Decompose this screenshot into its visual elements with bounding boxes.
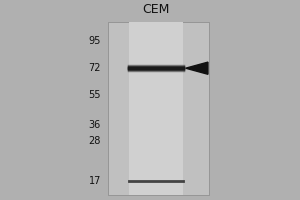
Bar — [129, 22, 183, 195]
Bar — [108, 22, 209, 195]
Text: 28: 28 — [88, 136, 101, 146]
Text: 36: 36 — [89, 120, 101, 130]
Polygon shape — [186, 62, 208, 74]
Text: 55: 55 — [88, 90, 101, 100]
Text: 72: 72 — [88, 63, 101, 73]
Text: 17: 17 — [88, 176, 101, 186]
Text: 95: 95 — [88, 36, 101, 46]
Text: CEM: CEM — [142, 3, 169, 16]
